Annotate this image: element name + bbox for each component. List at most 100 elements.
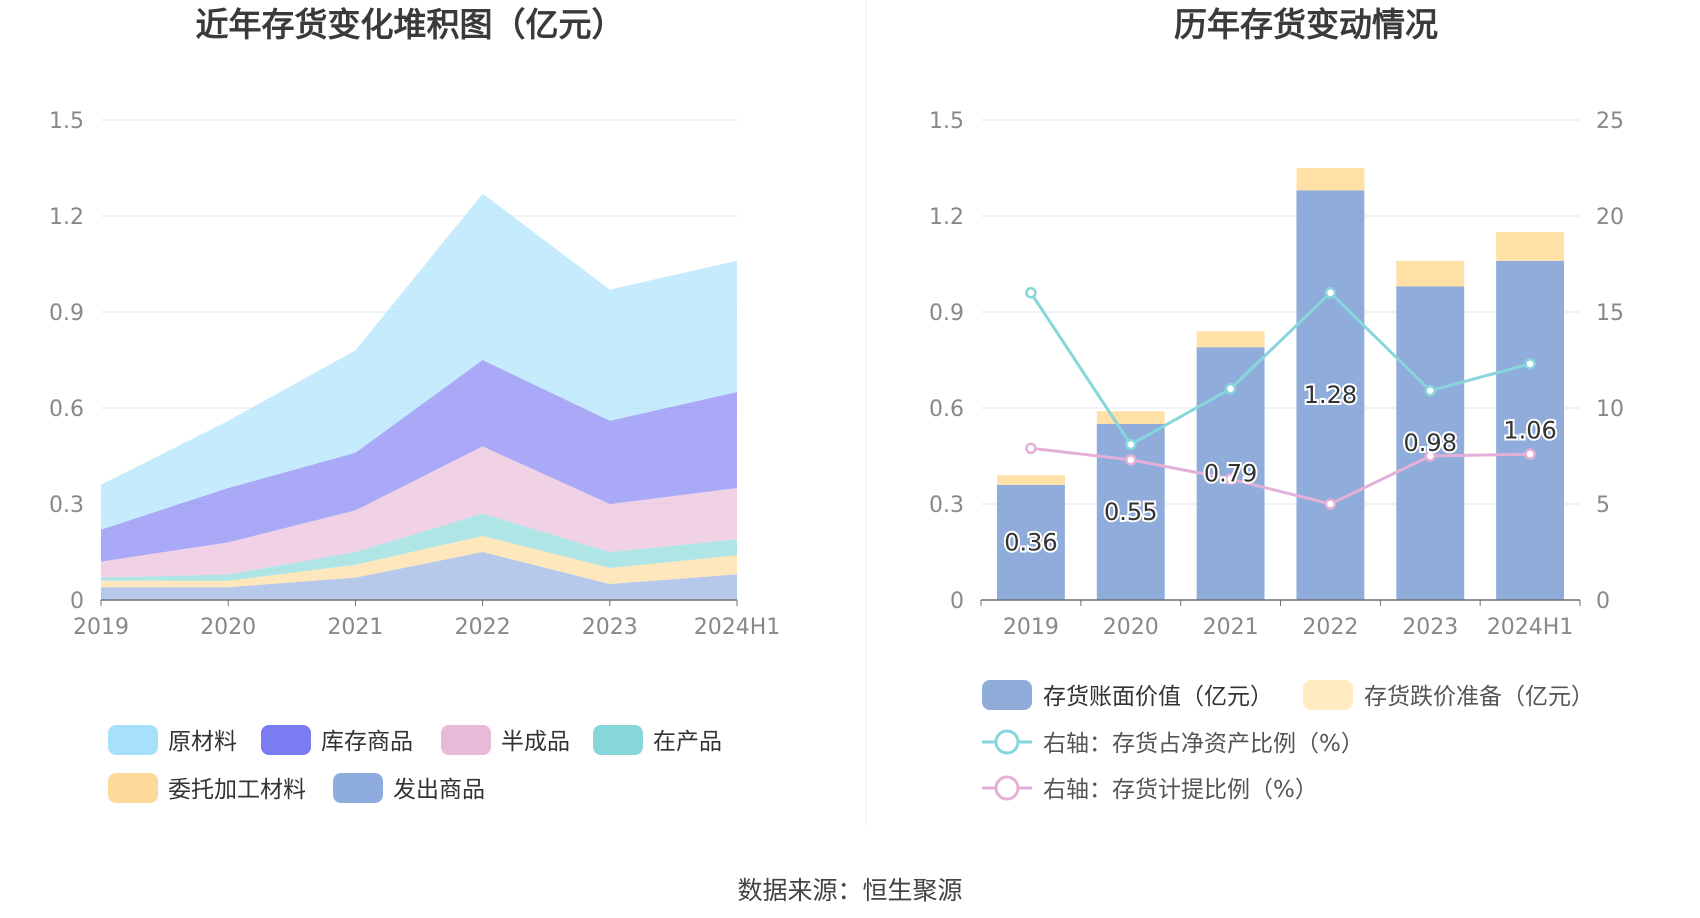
legend-swatch-outsourced (108, 773, 158, 803)
area-outsourced (101, 536, 737, 588)
legend-swatch-stock (261, 725, 311, 755)
legend-label-wip: 在产品 (653, 729, 722, 755)
right-right-y-tick-label: 20 (1596, 205, 1624, 230)
legend-swatch-shipped (333, 773, 383, 803)
left-x-tick-label: 2021 (327, 615, 383, 640)
bar-reserve-value (1296, 168, 1365, 191)
left-y-tick-label: 1.2 (49, 205, 84, 230)
left-y-tick-label: 0.9 (49, 301, 84, 326)
bar-data-label: 1.06 (1503, 416, 1556, 444)
right-line-series (1025, 287, 1536, 510)
right-x-tick-label: 2020 (1103, 615, 1159, 640)
data-source: 数据来源：恒生聚源 (737, 876, 962, 905)
legend-marker-provision (994, 775, 1020, 801)
right-left-y-tick-label: 0.6 (929, 397, 964, 422)
left-chart-title: 近年存货变化堆积图（亿元） (196, 5, 625, 44)
area-semi (101, 446, 737, 578)
legend-swatch-raw (108, 725, 158, 755)
bar-data-label: 0.79 (1204, 460, 1257, 488)
right-left-y-tick-label: 0.9 (929, 301, 964, 326)
left-x-tick-label: 2022 (455, 615, 511, 640)
right-panel: 历年存货变动情况 0 0.3 0.6 0.9 1.2 1.5 0 5 10 15 20 25 0.36… (929, 5, 1624, 803)
right-x-tick-label: 2022 (1302, 615, 1358, 640)
right-bar-series (996, 168, 1565, 600)
left-y-tick-label: 1.5 (49, 109, 84, 134)
left-x-tick-label: 2019 (73, 615, 129, 640)
right-right-y-tick-label: 0 (1596, 589, 1610, 614)
right-right-y-tick-label: 15 (1596, 301, 1624, 326)
legend-swatch-book (982, 680, 1032, 710)
legend-swatch-semi (441, 725, 491, 755)
bar-reserve-value (1096, 411, 1165, 424)
legend-label-provision: 右轴：存货计提比例（%） (1043, 777, 1318, 803)
point-ratio (1224, 383, 1237, 395)
point-ratio (1324, 287, 1337, 299)
legend-marker-ratio (994, 729, 1020, 755)
right-right-y-tick-label: 5 (1596, 493, 1610, 518)
bar-book-value (1396, 286, 1465, 600)
bar-reserve-value (996, 475, 1065, 485)
left-y-tick-label: 0 (70, 589, 84, 614)
left-area-series (101, 193, 737, 600)
right-data-labels: 0.36 0.55 0.79 1.28 0.98 1.06 (1002, 379, 1559, 558)
right-axis: 2019 2020 2021 2022 2023 2024H1 (980, 599, 1581, 640)
legend-label-reserve: 存货跌价准备（亿元） (1364, 684, 1594, 710)
right-right-y-tick-label: 10 (1596, 397, 1624, 422)
line-ratio (1029, 290, 1531, 447)
left-y-tick-label: 0.6 (49, 397, 84, 422)
right-left-y-tick-label: 1.2 (929, 205, 964, 230)
legend-label-outsourced: 委托加工材料 (168, 777, 306, 803)
right-left-y-tick-label: 0 (950, 589, 964, 614)
bar-reserve-value (1496, 232, 1565, 261)
right-x-tick-label: 2019 (1003, 615, 1059, 640)
area-shipped (101, 552, 737, 600)
bar-book-value (1296, 190, 1365, 600)
point-ratio (1025, 287, 1037, 299)
legend-label-ratio: 右轴：存货占净资产比例（%） (1043, 731, 1364, 757)
left-x-tick-label: 2020 (200, 615, 256, 640)
right-left-y-tick-label: 0.3 (929, 493, 964, 518)
legend-swatch-reserve (1303, 680, 1353, 710)
point-ratio (1125, 438, 1137, 451)
right-x-tick-label: 2021 (1203, 615, 1259, 640)
legend-label-shipped: 发出商品 (393, 777, 485, 803)
right-x-tick-label: 2023 (1402, 615, 1458, 640)
right-left-y-tick-label: 1.5 (929, 109, 964, 134)
left-x-tick-label: 2023 (582, 615, 638, 640)
right-gridlines: 0 0.3 0.6 0.9 1.2 1.5 0 5 10 15 20 25 (929, 109, 1624, 614)
bar-data-label: 1.28 (1304, 381, 1357, 409)
left-axis: 2019 2020 2021 2022 2023 2024H1 (73, 599, 781, 640)
right-legend: 存货账面价值（亿元） 存货跌价准备（亿元）右轴：存货占净资产比例（%） 右轴：存货计… (982, 680, 1594, 803)
area-wip (101, 513, 737, 581)
point-ratio (1424, 384, 1436, 397)
point-provision (1524, 448, 1536, 460)
bar-data-label: 0.36 (1004, 528, 1057, 556)
right-x-tick-label: 2024H1 (1487, 615, 1574, 640)
area-stock (101, 360, 737, 562)
legend-label-book: 存货账面价值（亿元） (1043, 684, 1273, 710)
bar-data-label: 0.98 (1404, 429, 1457, 457)
point-provision (1025, 442, 1037, 455)
legend-label-raw: 原材料 (168, 729, 237, 755)
left-y-tick-label: 0.3 (49, 493, 84, 518)
bar-data-label: 0.55 (1104, 498, 1157, 526)
right-chart-title: 历年存货变动情况 (1174, 5, 1438, 44)
line-provision (1030, 446, 1531, 506)
bar-book-value (1096, 424, 1165, 600)
bar-book-value (996, 484, 1065, 600)
left-panel: 近年存货变化堆积图（亿元） 00.30.60.91.21.5 2019 2020 2… (49, 5, 780, 803)
area-raw (101, 193, 737, 530)
point-ratio (1524, 358, 1536, 370)
legend-swatch-wip (593, 725, 643, 755)
point-provision (1424, 450, 1436, 462)
point-provision (1125, 454, 1137, 466)
bar-reserve-value (1396, 260, 1465, 287)
legend-label-semi: 半成品 (501, 729, 570, 755)
bar-book-value (1496, 260, 1565, 600)
right-right-y-tick-label: 25 (1596, 109, 1624, 134)
point-provision (1324, 498, 1337, 510)
left-x-tick-label: 2024H1 (694, 615, 781, 640)
